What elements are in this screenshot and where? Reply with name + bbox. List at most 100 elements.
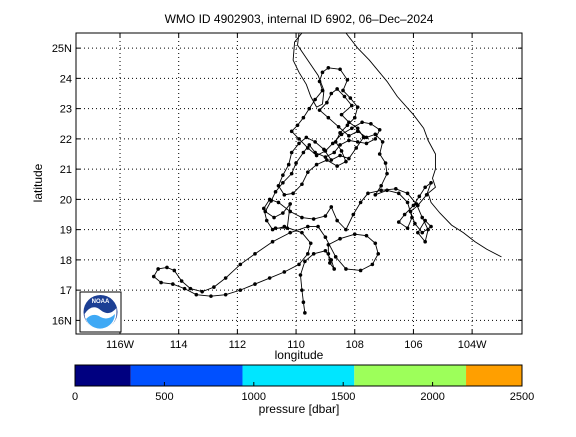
profile-point	[329, 258, 334, 262]
colorbar-tick-label: 1500	[331, 391, 355, 403]
profile-point	[344, 227, 348, 232]
colorbar-band	[466, 365, 522, 386]
profile-point	[338, 67, 342, 72]
profile-point	[423, 185, 427, 190]
profile-point	[335, 218, 339, 223]
profile-point	[301, 150, 306, 155]
colorbar-band	[242, 365, 355, 386]
profile-point	[253, 282, 257, 286]
pressure-colorbar	[75, 365, 522, 386]
profile-point	[285, 226, 290, 230]
profile-point	[339, 149, 344, 153]
profile-point	[326, 252, 331, 256]
profile-point	[263, 209, 268, 214]
x-tick-label: 114	[170, 339, 188, 351]
x-tick-label: 110	[287, 339, 305, 351]
plot-area	[76, 33, 522, 334]
colorbar-tick-label: 500	[155, 391, 173, 403]
profile-point	[300, 288, 304, 292]
profile-point	[326, 242, 331, 247]
profile-point	[289, 150, 294, 155]
profile-point	[306, 146, 310, 150]
profile-point	[339, 112, 344, 117]
profile-point	[426, 227, 430, 232]
profile-point	[347, 138, 351, 143]
profile-point	[336, 124, 341, 129]
profile-point	[316, 224, 320, 229]
profile-point	[294, 161, 298, 165]
profile-point	[273, 190, 278, 194]
profile-point	[304, 135, 309, 140]
colorbar-tick-label: 1000	[242, 391, 266, 403]
profile-point	[328, 261, 332, 265]
profile-point	[297, 262, 301, 267]
profile-point	[307, 143, 312, 147]
profile-point	[313, 97, 317, 102]
x-tick-label: 106	[404, 339, 422, 351]
profile-point	[267, 276, 272, 280]
profile-point	[411, 203, 416, 208]
profile-point	[261, 206, 266, 211]
profile-point	[366, 191, 370, 196]
profile-point	[179, 279, 184, 283]
profile-point	[416, 230, 420, 235]
profile-point	[323, 249, 328, 253]
profile-point	[276, 183, 281, 188]
profile-point	[380, 140, 385, 144]
profile-point	[270, 239, 275, 244]
profile-point	[424, 193, 429, 197]
profile-point	[338, 236, 342, 241]
profile-point	[300, 230, 304, 235]
profile-point	[326, 115, 331, 120]
profile-point	[269, 199, 273, 203]
profile-point	[361, 135, 366, 140]
profile-point	[311, 252, 316, 256]
profile-point	[405, 200, 410, 205]
profile-point	[408, 209, 413, 214]
profile-point	[345, 123, 350, 128]
profile-point	[291, 191, 295, 196]
profile-point	[373, 241, 378, 246]
profile-point	[405, 191, 410, 196]
profile-point	[355, 126, 360, 131]
profile-point	[420, 215, 425, 220]
profile-point	[394, 186, 398, 191]
profile-point	[423, 218, 427, 223]
profile-point	[347, 120, 351, 125]
profile-point	[306, 252, 310, 256]
profile-point	[159, 280, 163, 285]
chart-title: WMO ID 4902903, internal ID 6902, 06–Dec…	[165, 12, 434, 26]
profile-point	[358, 268, 363, 273]
profile-point	[333, 140, 338, 144]
profile-point	[238, 262, 243, 267]
profile-point	[209, 294, 213, 298]
profile-point	[320, 88, 325, 93]
profile-point	[416, 203, 420, 208]
profile-point	[350, 126, 354, 131]
profile-point	[347, 156, 351, 161]
profile-point	[329, 158, 334, 162]
profile-point	[156, 267, 160, 271]
profile-point	[281, 211, 285, 215]
profile-point	[286, 162, 291, 167]
profile-point	[402, 212, 407, 217]
profile-point	[354, 146, 359, 150]
profile-point	[423, 239, 427, 244]
profile-point	[376, 252, 381, 256]
profile-point	[355, 105, 360, 109]
profile-point	[364, 141, 369, 146]
profile-point	[306, 224, 310, 229]
profile-point	[317, 79, 322, 84]
profile-point	[317, 108, 322, 112]
profile-point	[311, 217, 316, 221]
profile-point	[297, 141, 301, 146]
profile-point	[417, 194, 422, 199]
profile-point	[429, 224, 433, 229]
profile-point	[281, 173, 285, 177]
profile-point	[194, 292, 199, 297]
profile-point	[323, 149, 328, 153]
profile-point	[288, 202, 292, 206]
profile-point	[151, 274, 156, 279]
